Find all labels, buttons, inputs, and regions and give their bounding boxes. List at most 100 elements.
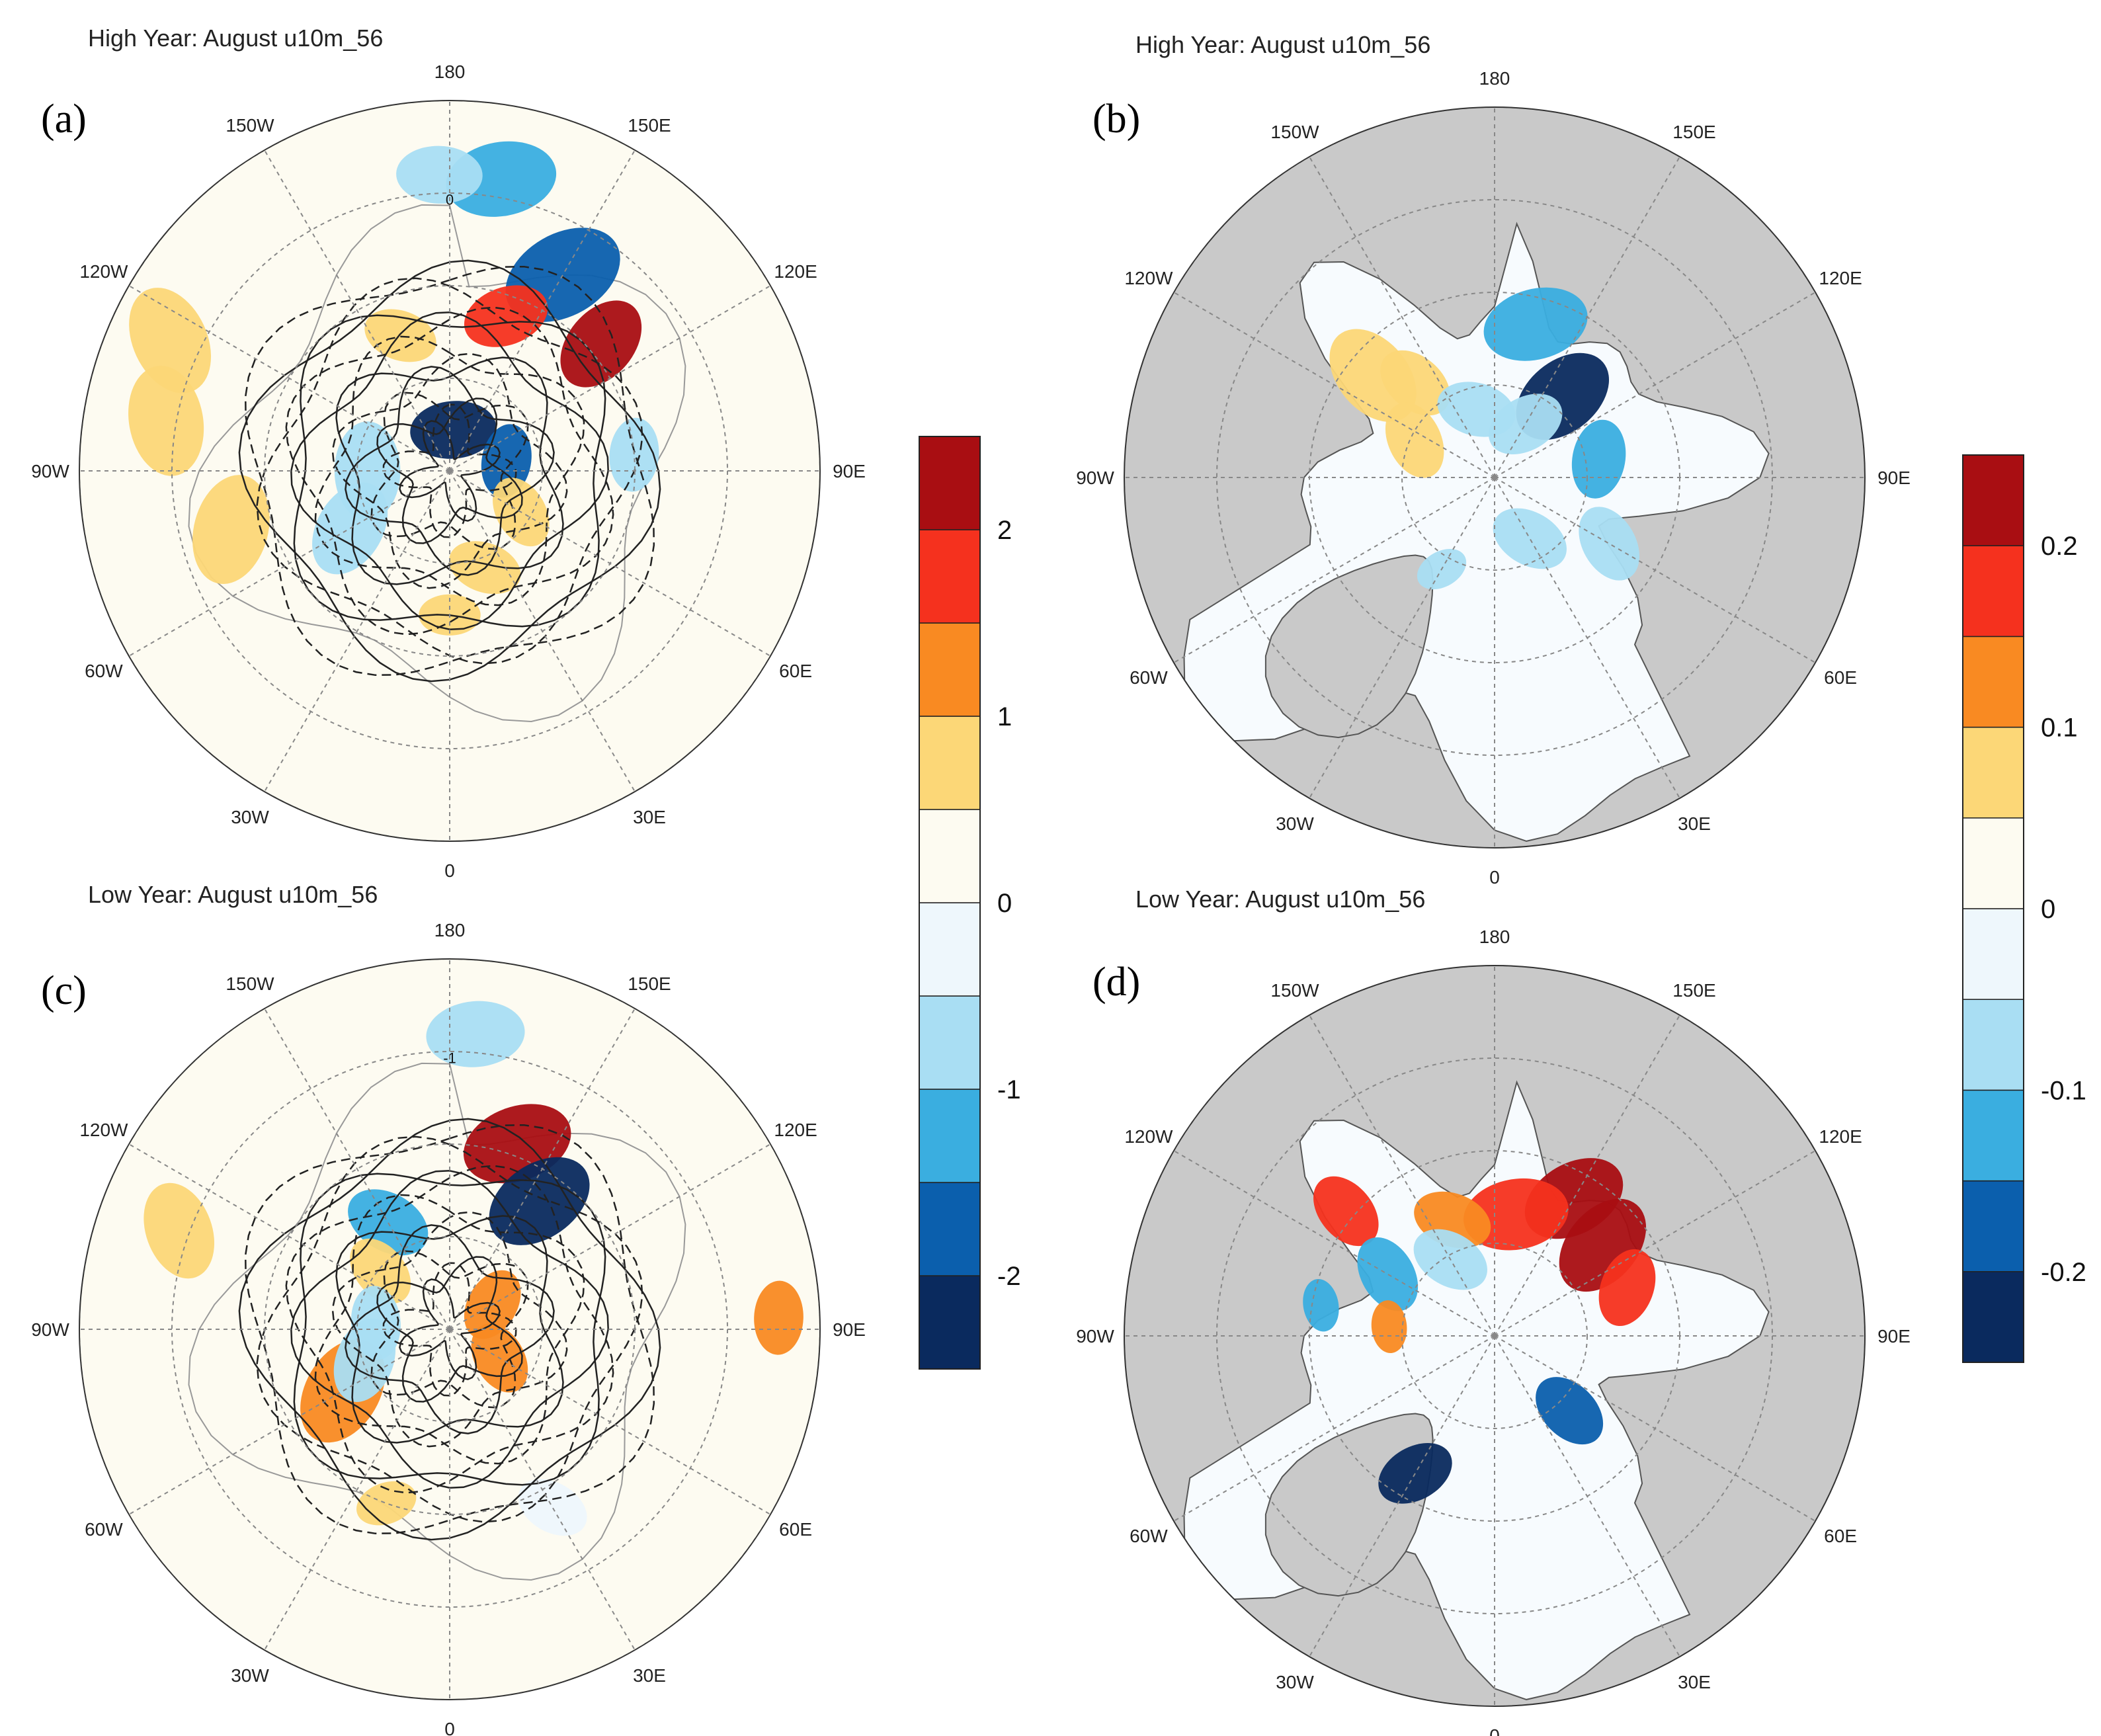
panel-c-lon-label: 90W [31,1319,69,1340]
panel-d-lon-label: 30E [1678,1672,1711,1692]
panel-a-contour-8 [290,311,609,630]
panel-d-anomaly-4 [1313,1176,1379,1247]
cbar-left-swatch-6 [919,716,981,810]
panel-a-anomaly-13 [128,366,204,476]
cbar-left-swatch-5 [919,809,981,903]
cbar-right-label-1: 0.1 [2041,714,2078,743]
panel-d-meridian [1494,1014,1680,1337]
panel-b-title: High Year: August u10m_56 [1135,31,1430,58]
panel-c-anomaly-9 [350,1286,401,1360]
panel-b-map: 180 150E 120E 90E 60E 30E 0 30W 60W 90W 120W 150W [1076,68,1911,888]
panel-a-lon-label: 150W [226,115,274,136]
cbar-left-swatch-8 [919,529,981,624]
panel-d-lon-label: 60E [1824,1526,1857,1546]
panel-d-lon-label: 90W [1076,1326,1114,1346]
panel-c-lon-label: 0 [444,1719,455,1736]
panel-c-lon-label: 60E [779,1519,812,1540]
panel-d-anomaly-6 [1357,1237,1419,1311]
panel-a-contour-13 [244,265,655,677]
panel-a-lon-label: 150E [628,115,671,136]
panel-b-anomaly-5 [1385,402,1444,478]
panel-a-border [79,100,821,842]
panel-d-meridian [1173,1150,1495,1337]
panel-d-anomaly-9 [1536,1377,1604,1445]
panel-d-label: (d) [1092,960,1140,1005]
cbar-left-label-3: -1 [997,1075,1021,1104]
panel-d-meridian [1494,1335,1816,1522]
panel-d-lon-label: 0 [1489,1725,1500,1736]
panel-c-meridian [449,1329,771,1515]
panel-c-lon-label: 120E [774,1120,817,1140]
panel-b-meridian [1309,156,1495,478]
panel-c-latcircle-1 [356,1236,543,1423]
panel-a-anomaly-15 [609,417,659,492]
cbar-left-label-4: -2 [997,1262,1021,1291]
panel-a-anomaly-5 [364,309,436,362]
cbar-right-swatch-3 [1962,999,2024,1091]
panel-d-meridian [1494,1150,1816,1337]
panel-a-meridian [264,470,450,792]
panel-c-anomaly-11 [754,1280,803,1355]
panel-b-meridian [1494,292,1816,478]
panel-a-meridian [449,149,636,472]
panel-b-lon-label: 60E [1824,667,1857,688]
cbar-right-swatch-7 [1962,636,2024,728]
panel-b-meridian [1494,477,1816,663]
panel-a-lon-label: 120W [79,261,128,282]
panel-b-lon-label: 90E [1877,468,1911,488]
panel-b-anomaly-8 [1579,507,1640,581]
panel-a-lon-label: 0 [444,860,455,881]
panel-a-lon-label: 60W [85,661,123,681]
panel-b-label: (b) [1092,97,1140,142]
panel-c-title: Low Year: August u10m_56 [88,881,378,908]
panel-b-lon-label: 0 [1489,867,1500,888]
panel-c-lon-label: 150W [226,973,274,994]
cbar-left-swatch-1 [919,1182,981,1276]
panel-d-lon-label: 150W [1270,980,1319,1001]
panel-b-lon-label: 60W [1130,667,1168,688]
panel-b-lon-label: 120E [1819,268,1862,288]
panel-b-lon-label: 30E [1678,813,1711,834]
panel-b-meridian [1173,477,1495,663]
cbar-right-swatch-8 [1962,545,2024,638]
panel-a-lon-label: 90W [31,461,69,481]
panel-c-anomaly-10 [144,1182,215,1279]
cbar-right-swatch-5 [1962,817,2024,909]
panel-a-anomaly-4 [464,285,548,347]
panel-d-meridian [1494,1335,1680,1657]
panel-a-lon-label: 30E [633,807,666,827]
panel-d-lon-label: 120E [1819,1126,1862,1147]
panel-d-lon-label: 30W [1276,1672,1314,1692]
panel-c-lon-label: 60W [85,1519,123,1540]
panel-c-anomaly-0 [426,1001,525,1067]
panel-c-meridian [264,1008,450,1330]
cbar-left-swatch-0 [919,1275,981,1370]
panel-c-meridian [449,1143,771,1330]
cbar-right-swatch-0 [1962,1271,2024,1363]
cbar-right-label-0: 0.2 [2041,532,2078,561]
panel-b-border [1124,106,1866,848]
panel-c-meridian [264,1329,450,1651]
panel-b-meridian [1309,477,1495,799]
colorbar-right: 0.2 0.1 0 -0.1 -0.2 [1962,454,2086,1363]
panel-a-latcircle-1 [356,378,543,564]
cbar-left-label-0: 2 [997,516,1012,545]
panel-d-anomaly-11 [1303,1279,1339,1332]
panel-b-anomaly-10 [1571,419,1626,499]
panel-a-title: High Year: August u10m_56 [88,24,383,52]
panel-c-lon-label: 150E [628,973,671,994]
panel-a-anomaly-14 [192,475,270,585]
panel-d-lon-label: 180 [1479,927,1510,947]
panel-a-anomaly-6 [410,401,497,459]
cbar-left-label-2: 0 [997,889,1012,918]
panel-b-lon-label: 120W [1124,268,1173,288]
panel-c-contour-13 [244,1124,655,1535]
cbar-right-label-3: -0.1 [2041,1076,2086,1105]
panel-c-lon-label: 30E [633,1665,666,1686]
cbar-left-swatch-2 [919,1089,981,1183]
cbar-right-swatch-1 [1962,1180,2024,1272]
cbar-right-swatch-4 [1962,908,2024,1000]
panel-b-meridian [1173,292,1495,478]
panel-d-meridian [1173,1335,1495,1522]
